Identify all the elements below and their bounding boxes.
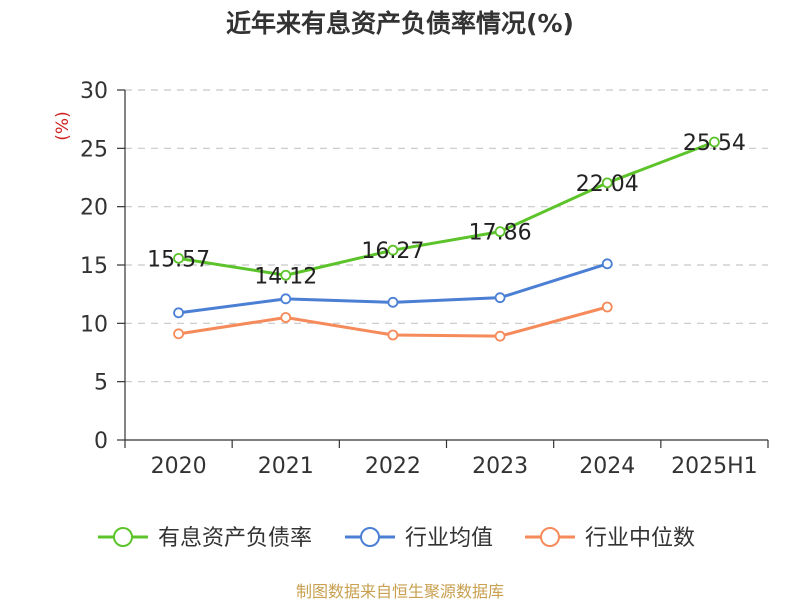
- legend-label: 有息资产负债率: [158, 526, 312, 551]
- data-label: 16.27: [361, 239, 424, 264]
- data-point: [387, 244, 399, 256]
- y-axis-label: (%): [53, 111, 73, 140]
- data-point: [601, 258, 613, 270]
- x-tick-label: 2024: [579, 454, 635, 479]
- y-tick-label: 30: [80, 79, 108, 104]
- y-tick-label: 15: [80, 254, 108, 279]
- series-lines: [173, 136, 720, 342]
- data-point: [601, 301, 613, 313]
- series-line: [178, 140, 715, 277]
- source-note: 制图数据来自恒生聚源数据库: [295, 582, 504, 601]
- x-tick-label: 2022: [365, 454, 421, 479]
- legend-label: 行业均值: [405, 526, 493, 551]
- data-point: [494, 226, 506, 238]
- data-point: [494, 292, 506, 304]
- y-tick-label: 5: [94, 371, 108, 396]
- data-point: [173, 252, 184, 264]
- y-tick-label: 25: [80, 137, 108, 162]
- data-labels: 15.57 14.12 16.27 17.86 22.04 25.54: [147, 131, 746, 289]
- data-point: [709, 136, 720, 148]
- grid-lines: [125, 89, 768, 383]
- data-point: [601, 177, 613, 189]
- y-tick-label: 20: [80, 196, 108, 221]
- data-point: [173, 328, 184, 340]
- x-tick-label: 2020: [151, 454, 207, 479]
- chart-title: 近年来有息资产负债率情况(%): [226, 9, 574, 38]
- legend-swatch-marker: [540, 527, 560, 547]
- x-tick-label: 2023: [472, 454, 528, 479]
- legend-swatch-marker: [113, 527, 133, 547]
- data-label: 25.54: [683, 131, 746, 156]
- data-point: [280, 269, 292, 281]
- axes: 0 5 10 15 20 25 30 (%) 2020 2021 2022 2023 2024 2025H…: [53, 79, 769, 479]
- data-point: [387, 329, 399, 341]
- data-label: 17.86: [469, 221, 532, 246]
- y-tick-label: 0: [94, 429, 108, 454]
- data-point: [387, 296, 399, 308]
- x-tick-label: 2021: [258, 454, 314, 479]
- data-label: 15.57: [147, 247, 210, 272]
- data-point: [280, 312, 292, 323]
- data-label: 14.12: [254, 264, 317, 289]
- data-point: [173, 307, 184, 319]
- data-point: [280, 293, 292, 305]
- x-tick-label: 2025H1: [671, 454, 758, 479]
- legend-label: 行业中位数: [585, 526, 695, 551]
- legend-swatch-marker: [360, 527, 380, 547]
- legend: 有息资产负债率 行业均值 行业中位数: [98, 526, 695, 551]
- data-point: [494, 330, 506, 342]
- data-label: 22.04: [576, 172, 639, 197]
- y-tick-label: 10: [80, 312, 108, 337]
